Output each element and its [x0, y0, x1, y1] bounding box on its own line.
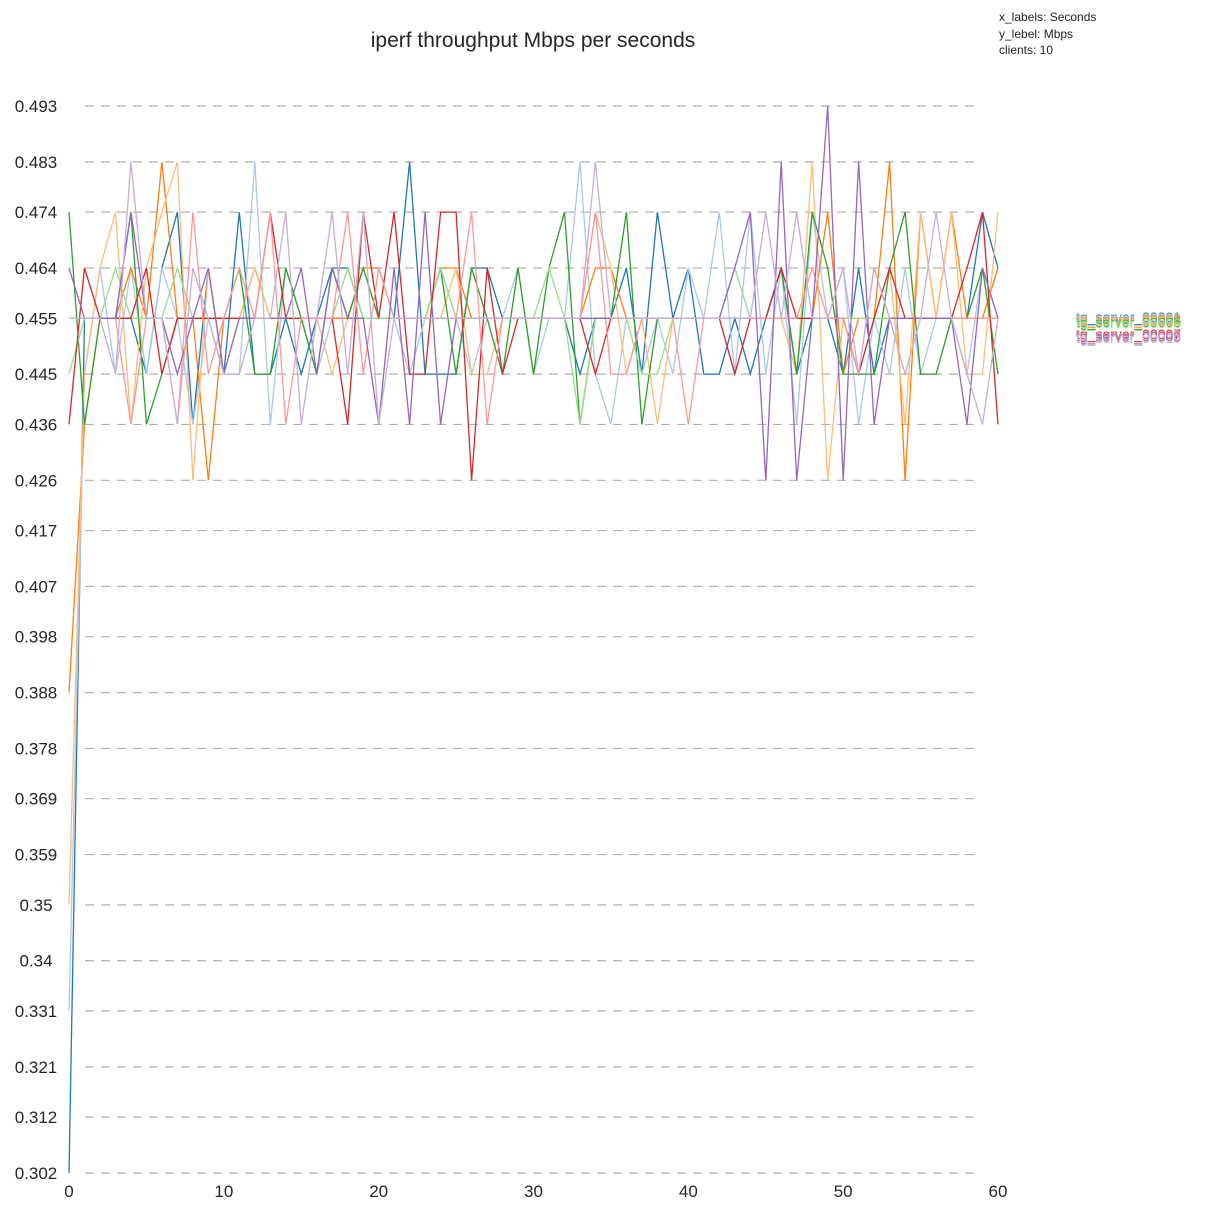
y-tick-label: 0.455	[15, 309, 58, 328]
legend-label: tg_server_00003	[1076, 311, 1181, 327]
y-tick-label: 0.407	[15, 577, 58, 596]
series-line-7	[68, 211, 999, 481]
y-tick-label: 0.445	[15, 365, 58, 384]
y-tick-label: 0.493	[15, 97, 58, 116]
y-tick-label: 0.369	[15, 790, 58, 809]
x-tick-label: 60	[989, 1182, 1008, 1201]
y-tick-label: 0.436	[15, 415, 58, 434]
x-tick-label: 50	[834, 1182, 853, 1201]
y-tick-label: 0.35	[19, 896, 52, 915]
series-line-4	[68, 161, 999, 905]
series-line-6	[68, 265, 998, 425]
meta-x-labels: x_labels: Seconds	[999, 10, 1097, 24]
y-tick-label: 0.398	[15, 628, 58, 647]
legend: tg_server_00001tg_server_00002tg_server_…	[1076, 309, 1181, 346]
legend-label: tg_server_00001	[1076, 309, 1181, 325]
y-tick-label: 0.34	[19, 952, 52, 971]
legend-label: tg_server_00009	[1076, 329, 1181, 345]
y-tick-label: 0.474	[15, 203, 58, 222]
y-tick-label: 0.312	[15, 1108, 58, 1127]
y-tick-label: 0.464	[15, 259, 58, 278]
y-tick-label: 0.302	[15, 1164, 58, 1183]
x-tick-label: 40	[679, 1182, 698, 1201]
x-tick-label: 30	[524, 1182, 543, 1201]
meta-clients: clients: 10	[999, 43, 1054, 57]
legend-label: tg_server_00002	[1076, 310, 1181, 326]
series-lines	[68, 105, 999, 1174]
legend-label: tg_server_00006	[1076, 315, 1181, 331]
series-line-1	[68, 161, 999, 1174]
y-axis-ticks: 0.302 0.312 0.321 0.331 0.34 0.35 0.359 0.369 0.…	[15, 97, 58, 1183]
x-axis-ticks: 0 10 20 30 40 50 60	[64, 1182, 1007, 1201]
y-tick-label: 0.426	[15, 471, 58, 490]
gridlines	[85, 105, 978, 1174]
y-tick-label: 0.388	[15, 684, 58, 703]
y-tick-label: 0.331	[15, 1002, 58, 1021]
y-tick-label: 0.417	[15, 522, 58, 541]
legend-label: tg_server_00004	[1076, 313, 1181, 329]
series-line-3	[68, 161, 999, 693]
chart-title: iperf throughput Mbps per seconds	[371, 29, 696, 52]
legend-label: tg_server_00008	[1076, 327, 1181, 343]
x-tick-label: 10	[214, 1182, 233, 1201]
y-tick-label: 0.359	[15, 846, 58, 865]
chart-meta-info: x_labels: Seconds y_lebel: Mbps clients:…	[999, 9, 1096, 59]
legend-label: tg_server_00005	[1076, 314, 1181, 330]
x-tick-label: 0	[64, 1182, 73, 1201]
meta-y-label: y_lebel: Mbps	[999, 26, 1074, 41]
series-line-10	[69, 161, 999, 425]
legend-label: tg_server_00007	[1076, 326, 1181, 342]
y-tick-label: 0.483	[15, 153, 58, 172]
y-tick-label: 0.321	[15, 1058, 58, 1077]
y-tick-label: 0.378	[15, 739, 58, 758]
x-tick-label: 20	[369, 1182, 388, 1201]
legend-label: tg_server_00010	[1076, 330, 1181, 346]
